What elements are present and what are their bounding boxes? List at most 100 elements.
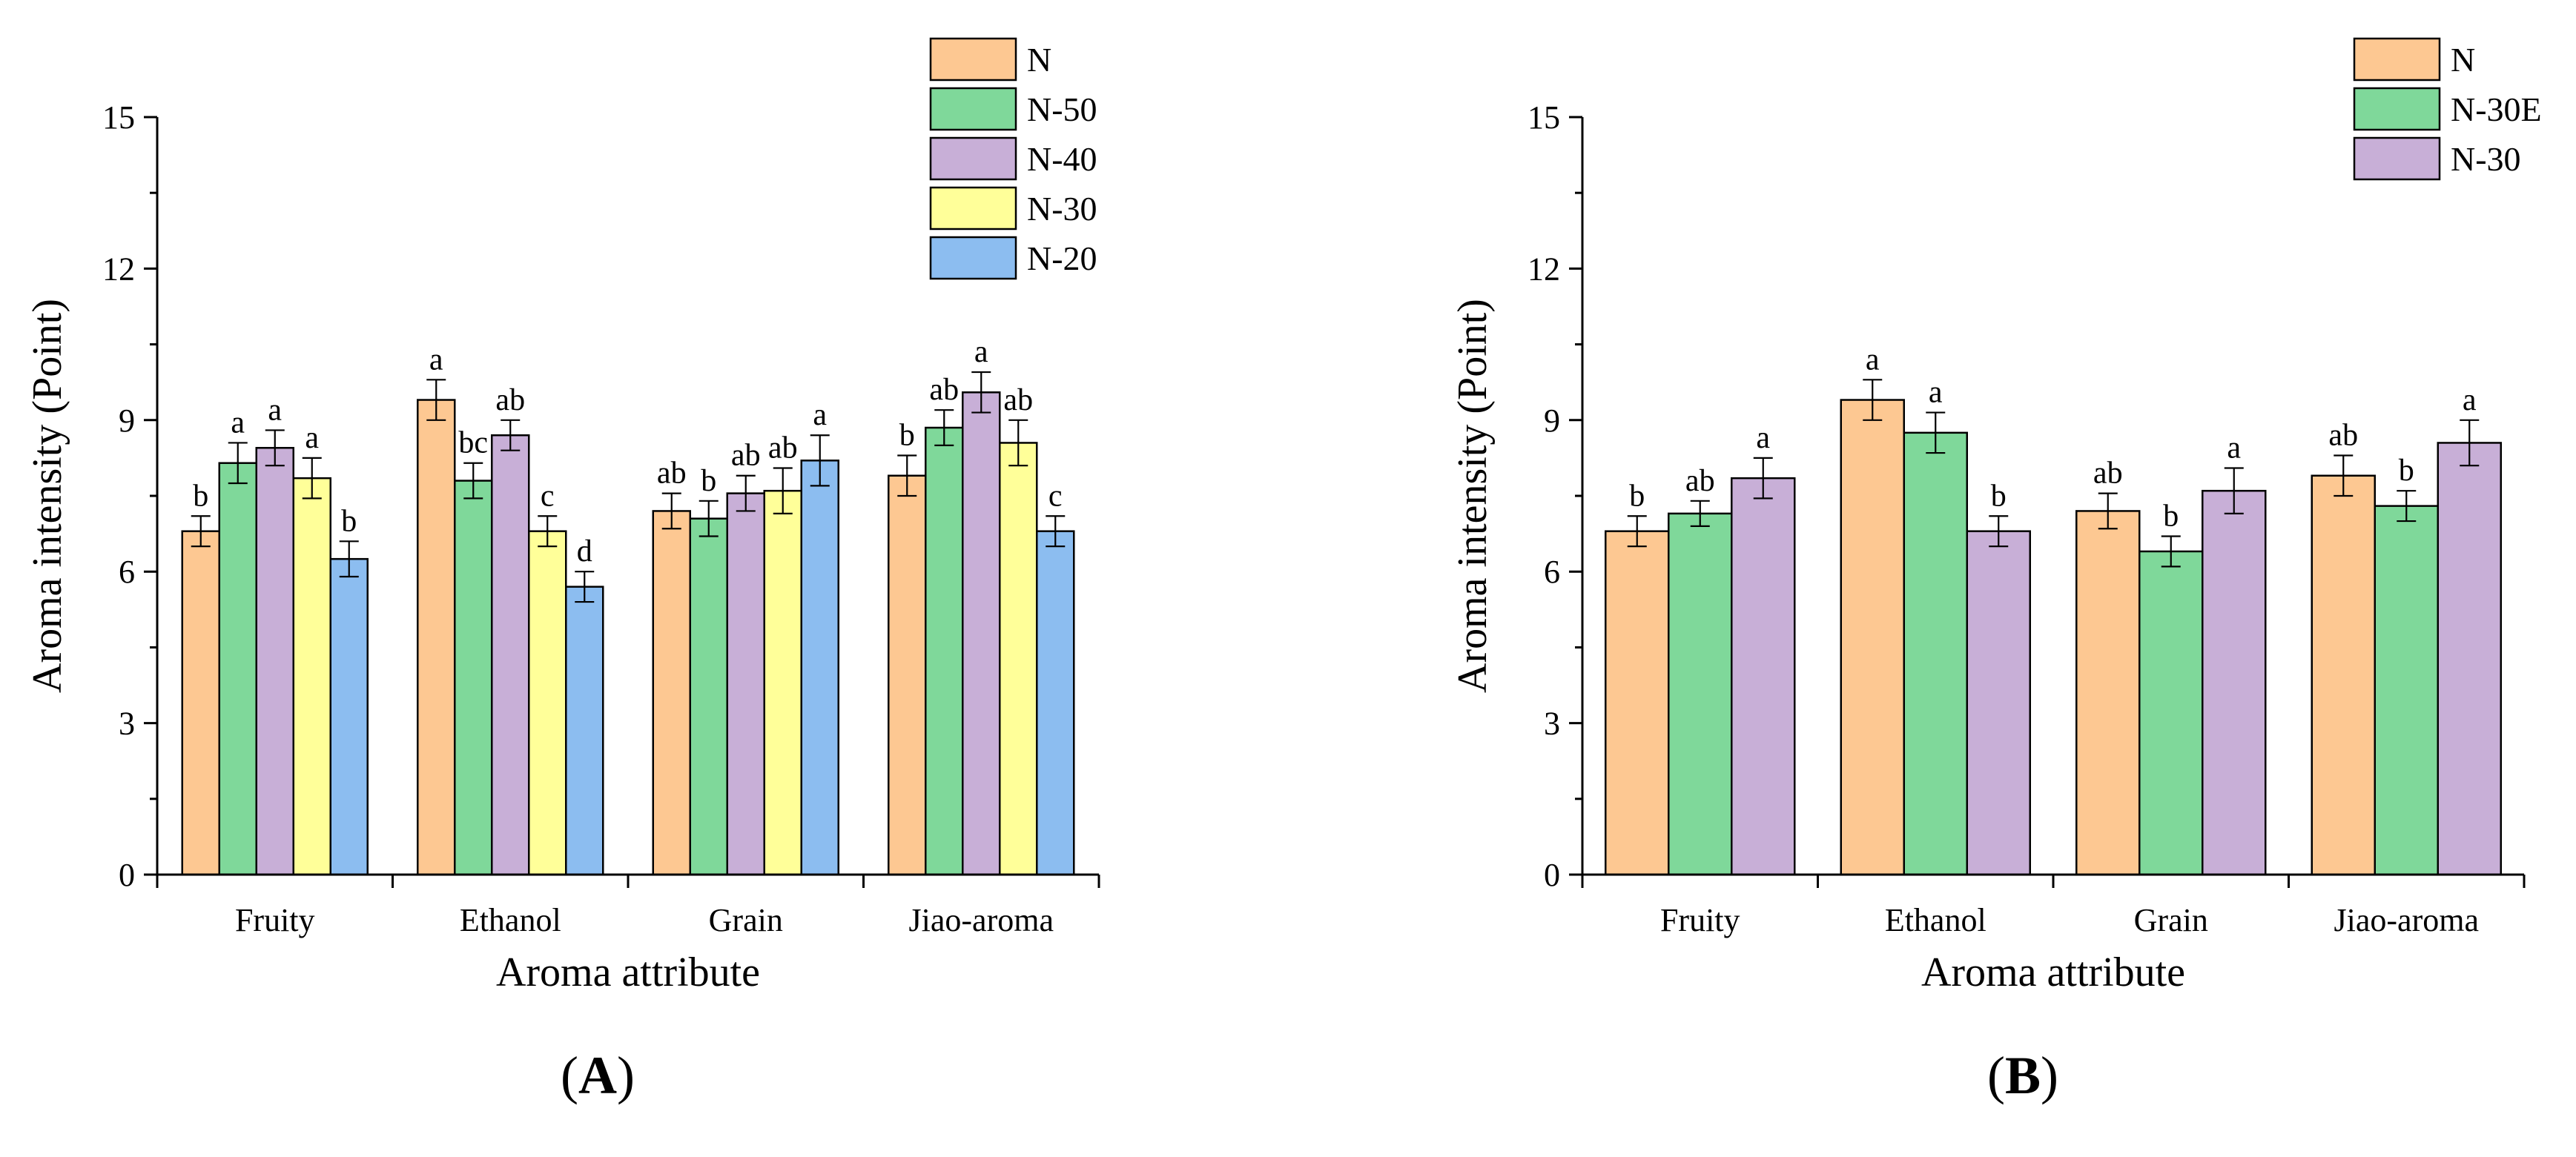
y-tick-label: 9 <box>119 402 135 439</box>
error-bar-n-50-grain <box>699 500 719 537</box>
significance-letter-n-20-jiao-aroma: c <box>1048 479 1063 513</box>
y-tick-label: 0 <box>1544 857 1560 893</box>
legend-swatch-n-30e <box>2353 87 2441 131</box>
panel-label: (B) <box>1987 1046 2058 1105</box>
significance-letter-n-jiao-aroma: ab <box>2328 418 2358 452</box>
legend-swatch-n-40 <box>929 136 1017 181</box>
y-tick-label: 12 <box>1528 251 1560 287</box>
significance-letter-n-30-fruity: a <box>1756 421 1770 455</box>
legend-swatch-n-20 <box>929 236 1017 280</box>
y-tick-label: 3 <box>119 706 135 742</box>
legend-swatch-n <box>2353 37 2441 82</box>
significance-letter-n-40-fruity: a <box>268 393 282 427</box>
y-axis-title: Aroma intensity (Point) <box>1450 299 1496 693</box>
error-bar-n-30e-jiao-aroma <box>2397 490 2417 523</box>
legend-swatch-n-50 <box>929 87 1017 131</box>
error-bar-n-30e-ethanol <box>1926 411 1946 454</box>
bar-n-40-grain <box>726 492 765 876</box>
significance-letter-n-30-ethanol: c <box>541 479 555 513</box>
significance-letter-n-30-jiao-aroma: a <box>2463 383 2477 417</box>
legend-label-n-30: N-30 <box>2451 140 2521 178</box>
error-bar-n-50-ethanol <box>463 462 483 500</box>
error-bar-n-30-ethanol <box>538 515 558 548</box>
legend-swatch-n <box>929 37 1017 82</box>
y-tick-label: 6 <box>1544 554 1560 590</box>
significance-letter-n-30-grain: ab <box>768 431 798 465</box>
error-bar-n-jiao-aroma <box>2334 454 2354 497</box>
y-tick-label: 6 <box>119 554 135 590</box>
y-tick-label: 9 <box>1544 402 1560 439</box>
significance-letter-n-ethanol: a <box>429 342 443 377</box>
error-bar-n-30e-fruity <box>1690 500 1710 527</box>
bar-n-20-grain <box>800 460 839 876</box>
legend-swatch-n-30 <box>929 186 1017 231</box>
significance-letter-n-grain: ab <box>657 457 687 491</box>
error-bar-n-50-fruity <box>228 442 248 485</box>
bar-n-grain <box>652 510 691 876</box>
x-tick-label-fruity: Fruity <box>1660 902 1740 938</box>
error-bar-n-ethanol <box>426 379 446 421</box>
significance-letter-n-20-ethanol: d <box>577 534 592 568</box>
y-tick-label: 15 <box>102 99 135 136</box>
error-bar-n-20-grain <box>810 434 830 487</box>
error-bar-n-40-jiao-aroma <box>971 371 991 414</box>
significance-letter-n-30-ethanol: b <box>1991 479 2007 513</box>
bar-n-30e-ethanol <box>1903 431 1968 876</box>
bar-n-30-ethanol <box>528 530 567 876</box>
significance-letter-n-40-jiao-aroma: a <box>974 335 988 369</box>
bar-n-ethanol <box>417 399 456 876</box>
significance-letter-n-30e-ethanol: a <box>1929 376 1943 410</box>
significance-letter-n-50-fruity: a <box>231 405 245 440</box>
x-tick-label-jiao-aroma: Jiao-aroma <box>2334 902 2479 938</box>
error-bar-n-ethanol <box>1863 379 1883 421</box>
bar-n-40-fruity <box>255 447 294 876</box>
bar-n-30-jiao-aroma <box>2437 442 2502 876</box>
bar-n-40-ethanol <box>491 434 530 876</box>
bar-n-50-grain <box>689 517 728 876</box>
y-tick-label: 0 <box>119 857 135 893</box>
error-bar-n-30-jiao-aroma <box>1008 419 1028 467</box>
significance-letter-n-30e-fruity: ab <box>1685 464 1715 498</box>
error-bar-n-30-fruity <box>302 457 322 500</box>
y-tick-label: 15 <box>1528 99 1560 136</box>
error-bar-n-30-fruity <box>1753 457 1773 500</box>
legend-swatch-n-30 <box>2353 136 2441 181</box>
significance-letter-n-20-grain: a <box>813 398 827 432</box>
x-tick-label-jiao-aroma: Jiao-aroma <box>909 902 1054 938</box>
significance-letter-n-30-fruity: a <box>305 421 319 455</box>
significance-letter-n-50-ethanol: bc <box>458 426 488 460</box>
bar-n-30e-grain <box>2139 550 2204 876</box>
error-bar-n-30-ethanol <box>1989 515 2009 548</box>
significance-letter-n-jiao-aroma: b <box>899 418 915 452</box>
legend-label-n: N <box>2451 41 2475 79</box>
y-axis-title: Aroma intensity (Point) <box>24 299 70 693</box>
significance-letter-n-40-ethanol: ab <box>495 383 525 417</box>
bar-n-20-jiao-aroma <box>1036 530 1075 876</box>
x-axis-title: Aroma attribute <box>1921 949 2185 995</box>
bar-n-30-grain <box>763 489 802 876</box>
error-bar-n-50-jiao-aroma <box>934 409 954 446</box>
legend-label-n-30e: N-30E <box>2451 90 2542 128</box>
x-tick-label-ethanol: Ethanol <box>460 902 561 938</box>
bar-n-30-fruity <box>1731 477 1796 876</box>
significance-letter-n-40-grain: ab <box>731 439 761 473</box>
bar-n-jiao-aroma <box>888 474 927 876</box>
bar-n-fruity <box>1605 530 1670 876</box>
bar-n-30-fruity <box>292 477 331 876</box>
significance-letter-n-grain: ab <box>2093 457 2123 491</box>
bar-n-grain <box>2075 510 2141 876</box>
x-tick-label-grain: Grain <box>709 902 783 938</box>
error-bar-n-grain <box>661 492 681 530</box>
x-axis-title: Aroma attribute <box>496 949 760 995</box>
legend-label-n-30: N-30 <box>1027 190 1097 228</box>
bar-n-fruity <box>181 530 220 876</box>
bar-n-20-fruity <box>329 557 369 876</box>
legend-label-n-50: N-50 <box>1027 90 1097 128</box>
significance-letter-n-20-fruity: b <box>341 504 357 538</box>
error-bar-n-30-grain <box>773 467 793 514</box>
bar-n-20-ethanol <box>565 586 604 876</box>
x-tick-label-ethanol: Ethanol <box>1885 902 1987 938</box>
y-tick-label: 12 <box>102 251 135 287</box>
